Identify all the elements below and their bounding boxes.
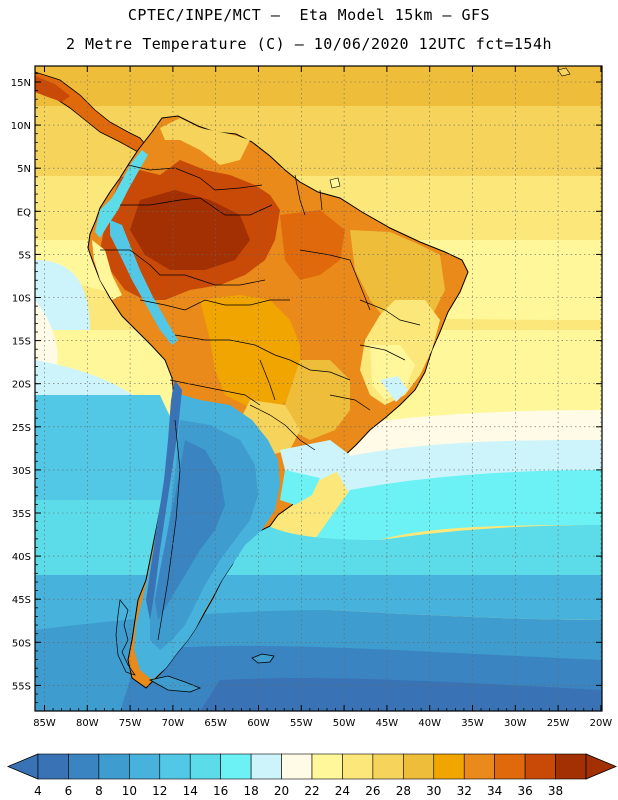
colorbar-swatch (37, 753, 69, 780)
lat-label: 40S (12, 552, 31, 563)
lon-label: 85W (33, 718, 56, 729)
colorbar-swatch (129, 753, 161, 780)
lon-label: 50W (333, 718, 356, 729)
colorbar-swatch (372, 753, 404, 780)
lat-label: 10N (11, 121, 31, 132)
colorbar-swatch (342, 753, 374, 780)
colorbar-swatch (68, 753, 100, 780)
map-title-line-1: CPTEC/INPE/MCT – Eta Model 15km – GFS (127, 6, 491, 24)
colorbar-label: 14 (183, 784, 198, 798)
colorbar-swatch (98, 753, 130, 780)
colorbar-label: 20 (274, 784, 289, 798)
lat-label: 15N (11, 78, 31, 89)
lat-label: 25S (12, 423, 31, 434)
lon-label: 45W (376, 718, 399, 729)
lon-label: 70W (162, 718, 185, 729)
lon-label: 80W (76, 718, 99, 729)
colorbar-label: 38 (548, 784, 563, 798)
lat-label: 10S (12, 294, 31, 305)
lon-label: 20W (590, 718, 613, 729)
lat-label: EQ (17, 207, 31, 218)
lat-label: 30S (12, 466, 31, 477)
colorbar-swatch (403, 753, 435, 780)
lon-label: 35W (461, 718, 484, 729)
lon-label: 30W (504, 718, 527, 729)
country-borders (100, 164, 421, 641)
lon-label: 65W (204, 718, 227, 729)
colorbar-label: 28 (396, 784, 411, 798)
colorbar-swatch (250, 753, 282, 780)
colorbar-label: 26 (365, 784, 380, 798)
lon-label: 60W (247, 718, 270, 729)
temperature-field (35, 66, 602, 711)
colorbar-swatch (494, 753, 526, 780)
colorbar-label: 30 (426, 784, 441, 798)
colorbar-swatch (433, 753, 465, 780)
colorbar-label: 36 (517, 784, 532, 798)
colorbar-label: 24 (335, 784, 350, 798)
colorbar-label: 4 (34, 784, 42, 798)
colorbar-swatch (189, 753, 221, 780)
colorbar-high-arrow (585, 753, 618, 780)
colorbar-label: 12 (152, 784, 167, 798)
colorbar-swatch (555, 753, 587, 780)
latitude-labels: 15N 10N 5N EQ 5S 10S 15S 20S 25S 30S 35S 40S 45S 50S 5… (11, 78, 31, 692)
colorbar-label: 18 (243, 784, 258, 798)
colorbar-swatch (524, 753, 556, 780)
colorbar-label: 16 (213, 784, 228, 798)
colorbar-label: 22 (304, 784, 319, 798)
lon-label: 25W (547, 718, 570, 729)
lat-label: 35S (12, 509, 31, 520)
colorbar-swatch (281, 753, 313, 780)
lon-label: 40W (418, 718, 441, 729)
colorbar-label: 10 (122, 784, 137, 798)
colorbar-swatch (463, 753, 495, 780)
colorbar-low-arrow (6, 753, 39, 780)
colorbar-label: 8 (95, 784, 103, 798)
colorbar-swatch (311, 753, 343, 780)
lon-label: 55W (290, 718, 313, 729)
lat-label: 45S (12, 595, 31, 606)
color-legend: 4 6 8 10 12 14 16 18 20 22 24 26 28 30 32 34 36 38 (6, 753, 618, 798)
colorbar-label: 32 (457, 784, 472, 798)
colorbar-swatch (159, 753, 191, 780)
axis-ticks (35, 66, 602, 711)
lon-label: 75W (119, 718, 142, 729)
longitude-labels: 85W 80W 75W 70W 65W 60W 55W 50W 45W 40W 35W 30W 25W 2… (33, 718, 612, 729)
map-title-line-2: 2 Metre Temperature (C) – 10/06/2020 12U… (65, 35, 553, 53)
lat-label: 15S (12, 337, 31, 348)
colorbar-swatch (220, 753, 252, 780)
lat-label: 5S (18, 250, 31, 261)
map-gridlines (35, 66, 602, 711)
colorbar-label: 6 (65, 784, 73, 798)
lat-label: 50S (12, 638, 31, 649)
colorbar-label: 34 (487, 784, 502, 798)
lat-label: 5N (17, 164, 31, 175)
lat-label: 55S (12, 681, 31, 692)
lat-label: 20S (12, 380, 31, 391)
